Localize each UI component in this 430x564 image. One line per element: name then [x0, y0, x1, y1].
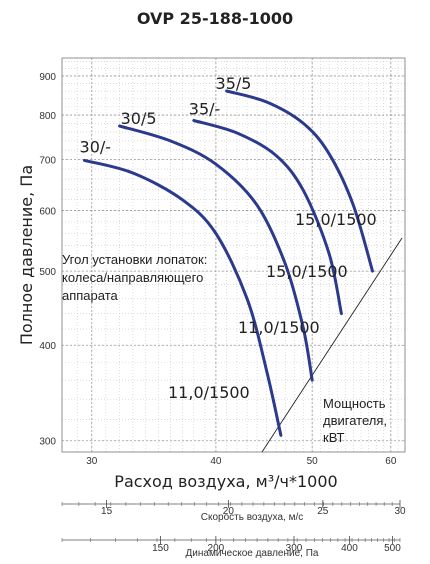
dynamic-pressure-axis-tick-label: 150: [152, 543, 169, 554]
series-line-35/5: [225, 89, 374, 273]
y-axis-label: Полное давление, Па: [17, 165, 36, 345]
motor-power-note: Мощность: [323, 396, 386, 411]
velocity-axis-label: Скорость воздуха, м/с: [201, 512, 303, 523]
y-tick-label: 300: [39, 437, 56, 448]
dynamic-pressure-axis-tick-label: 500: [384, 543, 401, 554]
dynamic-pressure-axis-label: Динамическое давление, Па: [186, 548, 319, 559]
x-axis-label: Расход воздуха, м³/ч*1000: [114, 472, 337, 491]
power-label: 15,0/1500: [295, 210, 377, 229]
velocity-axis-tick-label: 20: [223, 506, 235, 517]
motor-power-line: [261, 237, 403, 453]
y-tick-label: 900: [39, 72, 56, 83]
dynamic-pressure-axis-tick-label: 300: [286, 543, 303, 554]
x-tick-label: 50: [307, 456, 319, 467]
series-label: 35/5: [216, 74, 252, 93]
x-tick-label: 40: [210, 456, 222, 467]
series-label: 30/5: [121, 109, 157, 128]
power-label: 11,0/1500: [168, 383, 250, 402]
power-label: 11,0/1500: [238, 318, 320, 337]
blade-angle-note: Угол установки лопаток:: [62, 252, 207, 267]
motor-power-note: кВТ: [323, 430, 344, 445]
plot-area: 30 40 50 60 300 400 500 600 700 800 900 Расход возд…: [17, 57, 406, 559]
y-tick-label: 800: [39, 111, 56, 122]
plot-frame: [61, 57, 406, 453]
series-label: 35/-: [189, 100, 221, 119]
y-tick-label: 500: [39, 267, 56, 278]
series-line-30/5: [118, 124, 314, 382]
y-tick-label: 700: [39, 155, 56, 166]
velocity-axis-tick-label: 30: [394, 506, 406, 517]
y-tick-label: 400: [39, 341, 56, 352]
series-line-30/-: [83, 158, 283, 437]
velocity-axis-tick-label: 15: [101, 506, 113, 517]
blade-angle-note: аппарата: [62, 288, 119, 303]
series-label: 30/-: [80, 137, 112, 156]
x-tick-label: 60: [385, 456, 397, 467]
blade-angle-note: колеса/направляющего: [62, 270, 203, 285]
x-tick-label: 30: [86, 456, 98, 467]
series-line-35/-: [192, 119, 343, 316]
power-label: 15,0/1500: [266, 262, 348, 281]
y-tick-label: 600: [39, 207, 56, 218]
dynamic-pressure-axis-tick-label: 200: [208, 543, 225, 554]
motor-power-note: двигателя,: [323, 413, 387, 428]
dynamic-pressure-axis-tick-label: 400: [341, 543, 358, 554]
velocity-axis-tick-label: 25: [317, 506, 329, 517]
chart-title: OVP 25-188-1000: [137, 9, 293, 28]
